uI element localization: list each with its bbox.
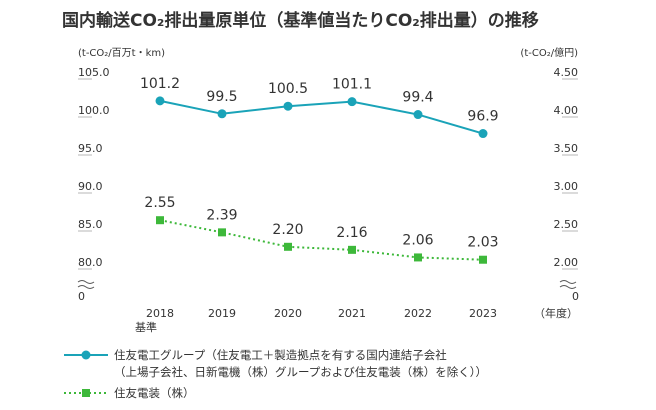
data-label: 2.20: [272, 222, 303, 238]
left-tick-label: 90.0: [78, 180, 103, 193]
x-tick-label: 2023: [469, 307, 497, 320]
right-tick-label: 4.00: [554, 104, 579, 117]
x-tick-label: 2020: [274, 307, 302, 320]
data-point: [284, 242, 292, 251]
x-tick-label: 2021: [338, 307, 366, 320]
series-group-group: 101.2 99.5 100.5 101.1 99.4 96.9: [140, 76, 499, 139]
right-axis-unit: (t-CO₂/億円): [520, 46, 578, 59]
left-tick-label: 95.0: [78, 142, 103, 155]
data-point: [217, 109, 227, 119]
right-axis-ticks: 4.50 4.00 3.50 3.00 2.50 2.00: [554, 66, 579, 270]
right-axis-zero: 0: [572, 290, 579, 303]
legend: 住友電工グループ（住友電工＋製造拠点を有する国内連結子会社 （上場子会社、日新電…: [64, 348, 487, 400]
chart-title: 国内輸送CO₂排出量原単位（基準値当たりCO₂排出量）の推移: [62, 10, 539, 31]
data-label: 2.06: [402, 232, 433, 248]
legend-marker-wiring: [82, 389, 90, 397]
x-axis-label: （年度）: [534, 306, 578, 320]
data-point: [413, 110, 423, 120]
right-tick-label: 2.50: [554, 218, 579, 231]
right-tick-label: 3.00: [554, 180, 579, 193]
x-axis-ticks: 2018 2019 2020 2021 2022 2023: [146, 307, 497, 320]
data-label: 101.1: [332, 77, 372, 93]
left-tick-label: 85.0: [78, 218, 103, 231]
data-point: [283, 101, 293, 111]
data-label: 96.9: [467, 109, 498, 125]
right-tick-label: 4.50: [554, 66, 579, 79]
data-point: [478, 129, 488, 139]
data-label: 2.39: [206, 207, 237, 223]
legend-label-group-line2: （上場子会社、日新電機（株）グループおよび住友電装（株）を除く））: [114, 365, 487, 379]
x-tick-label: 2018: [146, 307, 174, 320]
series-line: [159, 99, 484, 135]
axis-break-left: [77, 280, 95, 289]
data-label: 99.5: [206, 89, 237, 105]
data-label: 101.2: [140, 76, 180, 92]
legend-label-group: 住友電工グループ（住友電工＋製造拠点を有する国内連結子会社: [114, 348, 447, 362]
data-label: 100.5: [268, 81, 308, 97]
right-tick-label: 3.50: [554, 142, 579, 155]
legend-marker-group: [81, 350, 91, 360]
left-axis-unit: (t-CO₂/百万t・km): [78, 47, 165, 59]
left-axis-ticks: 105.0 100.0 95.0 90.0 85.0 80.0: [78, 66, 110, 270]
series-line: [159, 219, 484, 261]
x-tick-label: 2022: [404, 307, 432, 320]
data-point: [479, 255, 487, 264]
data-label: 2.16: [336, 225, 367, 241]
series-group-wiring: 2.55 2.39 2.20 2.16 2.06 2.03: [144, 195, 499, 264]
right-tick-label: 2.00: [554, 256, 579, 269]
legend-label-wiring: 住友電装（株）: [114, 386, 195, 400]
data-point: [414, 253, 422, 262]
x-tick-label: 2019: [208, 307, 236, 320]
left-axis-zero: 0: [78, 290, 85, 303]
x-base-label: 基準: [135, 320, 157, 334]
data-point: [348, 245, 356, 254]
data-point: [347, 97, 357, 107]
data-label: 2.55: [144, 195, 175, 211]
left-tick-label: 105.0: [78, 66, 110, 79]
axis-break-right: [559, 280, 577, 289]
data-point: [218, 228, 226, 237]
data-point: [156, 216, 164, 225]
data-label: 2.03: [467, 235, 498, 251]
left-tick-label: 100.0: [78, 104, 110, 117]
data-point: [155, 96, 165, 106]
data-label: 99.4: [402, 90, 433, 106]
left-tick-label: 80.0: [78, 256, 103, 269]
